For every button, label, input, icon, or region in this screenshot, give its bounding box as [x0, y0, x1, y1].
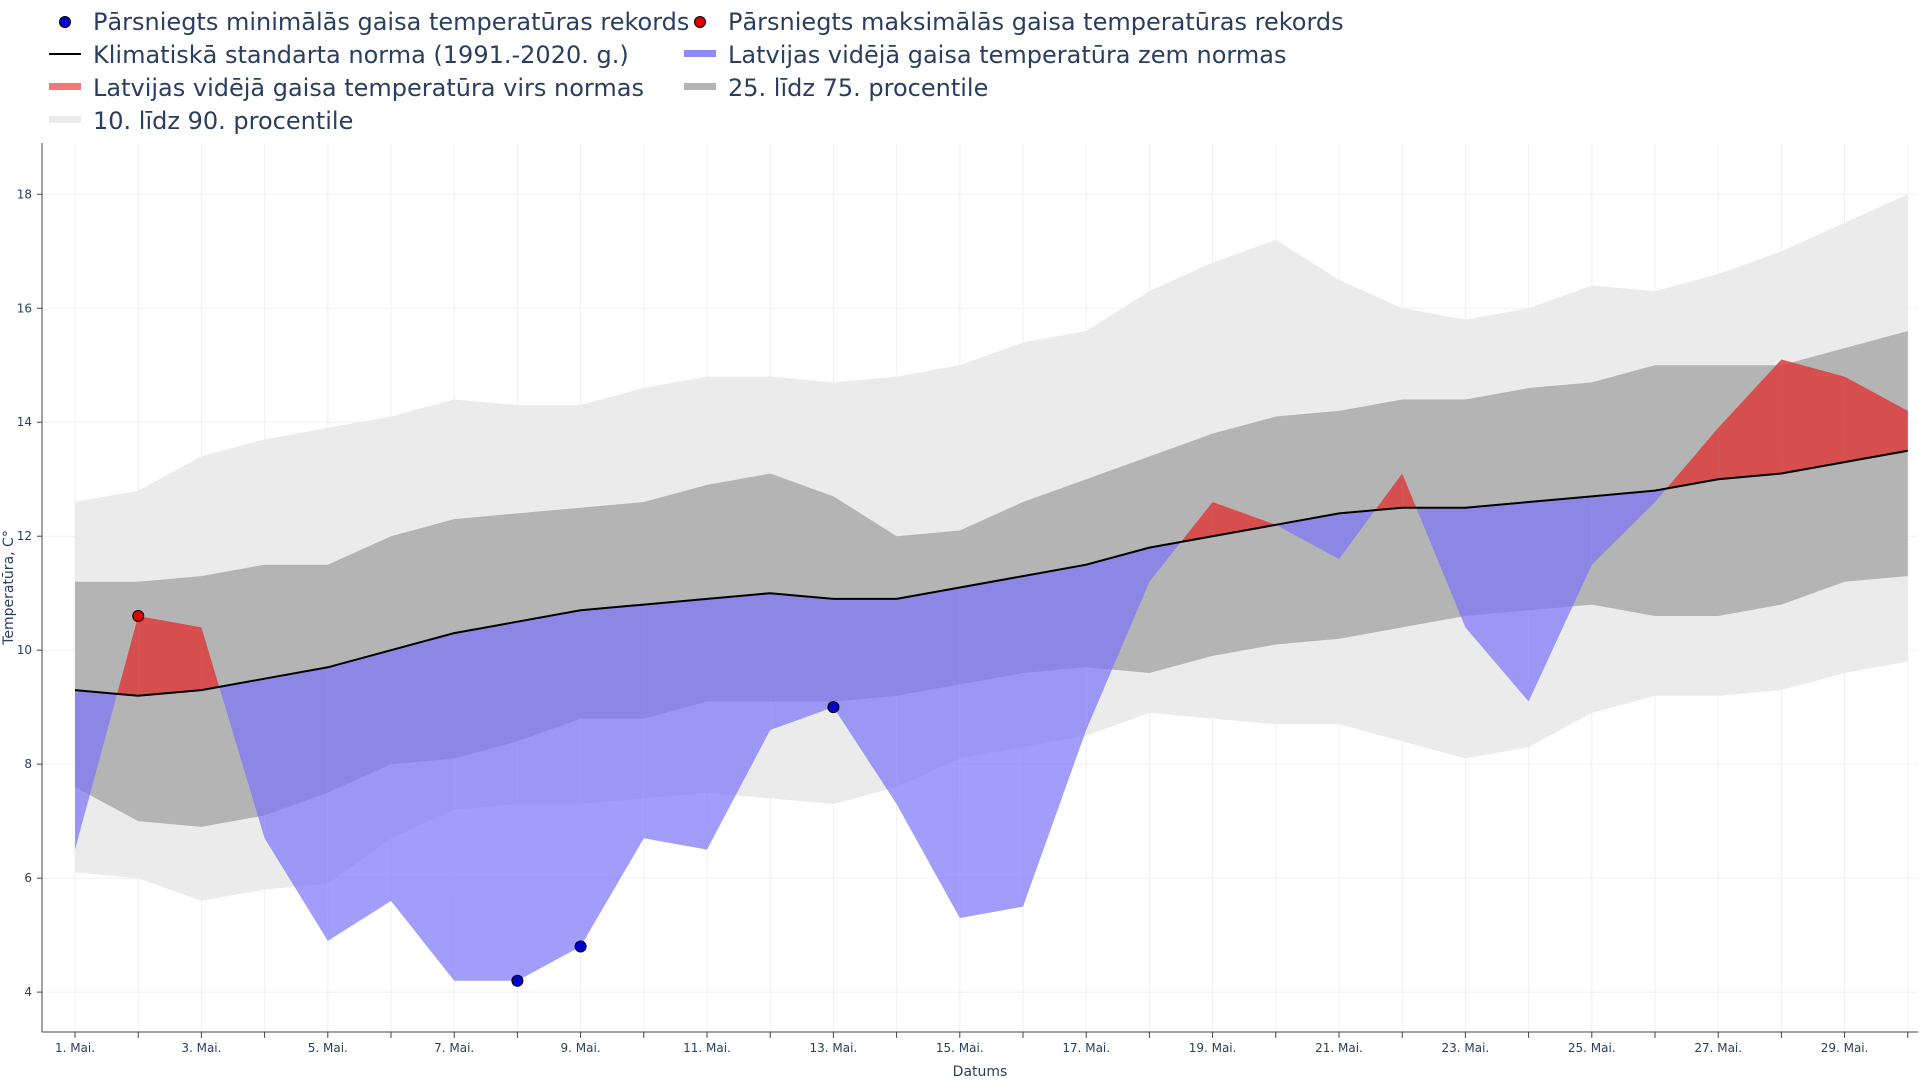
norm-line — [74, 449, 1908, 697]
x-tick-label: 29. Mai. — [1821, 1041, 1869, 1055]
legend-symbol — [47, 105, 83, 137]
x-tick-label: 9. Mai. — [561, 1041, 601, 1055]
below-norm-area — [1655, 488, 1667, 503]
above-norm-area — [1402, 473, 1417, 508]
legend-swatch — [684, 83, 716, 90]
x-tick-label: 11. Mai. — [683, 1041, 731, 1055]
legend-symbol — [47, 72, 83, 104]
below-norm-area — [1275, 513, 1339, 560]
record-markers — [132, 609, 840, 987]
y-tick-label: 14 — [17, 415, 32, 429]
legend-label: Pārsniegts minimālās gaisa temperatūras … — [93, 8, 690, 36]
above-norm-area — [1666, 427, 1719, 489]
legend-label: Pārsniegts maksimālās gaisa temperatūras… — [728, 8, 1344, 36]
below-norm-area — [1339, 510, 1376, 560]
below-norm-area — [1465, 502, 1529, 702]
legend-label: Latvijas vidējā gaisa temperatūra zem no… — [728, 41, 1287, 69]
below-norm-area — [643, 598, 707, 850]
legend-item: Pārsniegts minimālās gaisa temperatūras … — [47, 6, 689, 38]
above-norm-area — [1181, 502, 1213, 542]
y-tick-label: 10 — [17, 643, 32, 657]
below-norm-area — [959, 576, 1023, 919]
x-tick-label: 19. Mai. — [1189, 1041, 1237, 1055]
legend-swatch — [684, 50, 716, 57]
min-record-marker — [827, 701, 840, 714]
legend-item: Pārsniegts maksimālās gaisa temperatūras… — [682, 6, 1344, 38]
x-tick-label: 13. Mai. — [810, 1041, 858, 1055]
x-tick-label: 7. Mai. — [434, 1041, 474, 1055]
legend-swatch — [694, 16, 706, 28]
above-norm-area — [1844, 376, 1908, 463]
below-norm-area — [1149, 541, 1181, 582]
x-tick-label: 27. Mai. — [1694, 1041, 1742, 1055]
below-norm-area — [219, 678, 265, 839]
below-norm-area — [75, 690, 118, 850]
legend-swatch — [49, 83, 81, 90]
above-norm-area — [138, 615, 202, 696]
below-norm-area — [517, 610, 581, 981]
x-tick-label: 5. Mai. — [308, 1041, 348, 1055]
below-norm-area — [454, 621, 518, 981]
below-norm-area — [580, 604, 644, 947]
above-norm-area — [1781, 359, 1845, 474]
x-tick-label: 15. Mai. — [936, 1041, 984, 1055]
below-norm-area — [1591, 490, 1655, 565]
x-tick-label: 3. Mai. — [181, 1041, 221, 1055]
y-tick-label: 8 — [24, 757, 32, 771]
legend-symbol — [682, 72, 718, 104]
y-tick-label: 6 — [24, 871, 32, 885]
x-axis-title: Datums — [953, 1064, 1008, 1080]
legend-swatch — [49, 116, 81, 123]
below-norm-area — [1416, 507, 1466, 628]
y-tick-label: 4 — [24, 985, 32, 999]
legend-item: 10. līdz 90. procentile — [47, 105, 353, 137]
x-tick-label: 23. Mai. — [1442, 1041, 1490, 1055]
above-norm-area — [1718, 359, 1782, 480]
x-tick-label: 25. Mai. — [1568, 1041, 1616, 1055]
above-norm-area — [1375, 473, 1403, 511]
legend-label: Klimatiskā standarta norma (1991.-2020. … — [93, 41, 629, 69]
legend-symbol — [47, 39, 83, 71]
below-norm-area — [327, 650, 391, 941]
legend-item: Latvijas vidējā gaisa temperatūra zem no… — [682, 39, 1286, 71]
y-tick-label: 16 — [17, 301, 32, 315]
legend-item: Klimatiskā standarta norma (1991.-2020. … — [47, 39, 629, 71]
axes: 4 6 8 10 12 14 16 18 1. Mai. 3. Mai. 5. Mai. 7. Mai… — [17, 143, 1918, 1055]
below-norm-area — [770, 593, 834, 730]
legend-label: 10. līdz 90. procentile — [93, 107, 354, 135]
below-norm-area — [833, 598, 897, 805]
x-tick-label: 17. Mai. — [1062, 1041, 1110, 1055]
legend-symbol — [47, 6, 83, 38]
legend-label: 25. līdz 75. procentile — [728, 74, 989, 102]
below-norm-area — [391, 633, 455, 981]
min-record-marker — [511, 974, 524, 987]
temperature-fill — [75, 359, 1908, 981]
below-norm-area — [896, 587, 960, 919]
norm-line-layer — [74, 449, 1908, 697]
below-norm-area — [707, 593, 771, 850]
legend-label: Latvijas vidējā gaisa temperatūra virs n… — [93, 74, 644, 102]
below-norm-area — [1528, 496, 1592, 702]
legend-symbol — [682, 39, 718, 71]
below-norm-area — [1023, 564, 1087, 907]
below-norm-area — [264, 667, 328, 941]
x-tick-label: 21. Mai. — [1315, 1041, 1363, 1055]
above-norm-area — [117, 615, 139, 696]
y-tick-label: 12 — [17, 529, 32, 543]
max-record-marker — [132, 609, 145, 622]
below-norm-area — [1086, 547, 1150, 730]
min-record-marker — [574, 940, 587, 953]
y-axis-title: Temperatūra, C° — [1, 530, 17, 646]
legend-swatch — [49, 53, 81, 55]
x-tick-label: 1. Mai. — [55, 1041, 95, 1055]
legend-item: 25. līdz 75. procentile — [682, 72, 988, 104]
legend-item: Latvijas vidējā gaisa temperatūra virs n… — [47, 72, 644, 104]
y-tick-label: 18 — [17, 187, 32, 201]
legend: Pārsniegts minimālās gaisa temperatūras … — [0, 0, 1400, 140]
legend-swatch — [59, 16, 71, 28]
legend-symbol — [682, 6, 718, 38]
above-norm-area — [201, 627, 220, 691]
